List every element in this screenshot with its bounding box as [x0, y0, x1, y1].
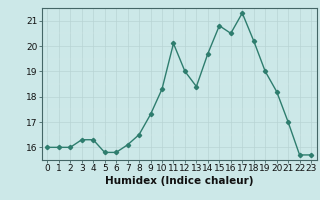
- X-axis label: Humidex (Indice chaleur): Humidex (Indice chaleur): [105, 176, 253, 186]
